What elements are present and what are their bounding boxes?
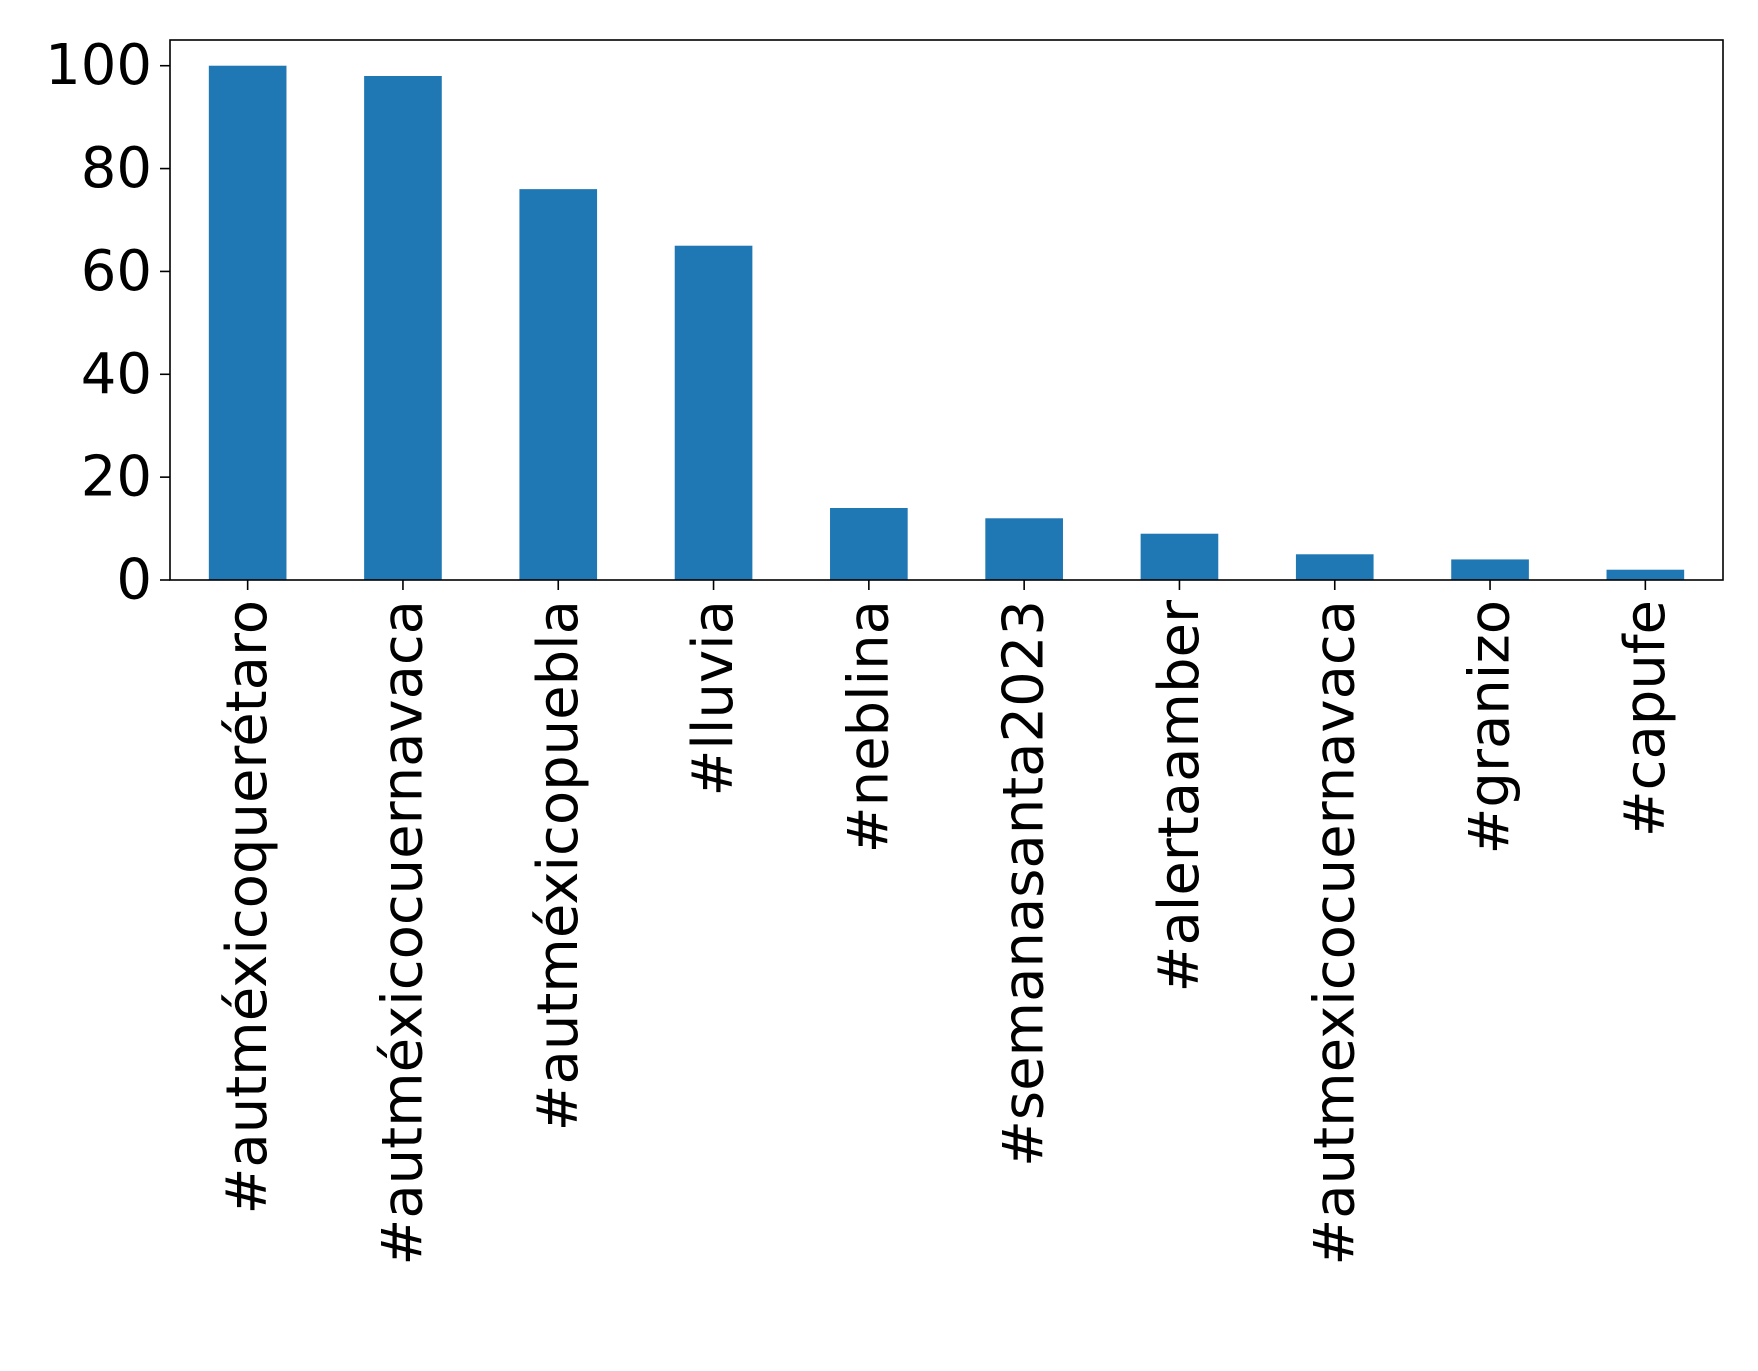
y-tick-label: 60 <box>81 239 152 304</box>
x-tick-label: #autméxicocuernavaca <box>370 600 435 1266</box>
bars-group <box>208 65 1685 580</box>
y-axis-ticks: 0 20 40 60 80 100 <box>45 33 170 613</box>
y-tick-label: 0 <box>116 548 152 613</box>
y-tick-label: 40 <box>81 342 152 407</box>
x-tick-label: #autméxicopuebla <box>526 600 591 1131</box>
y-tick-label: 80 <box>81 136 152 201</box>
bar <box>208 65 287 580</box>
x-tick-label: #alertaamber <box>1147 599 1212 992</box>
x-tick-label: #semanasanta2023 <box>992 600 1057 1167</box>
bar <box>364 76 442 580</box>
bar <box>1606 569 1685 580</box>
bar <box>1451 559 1529 580</box>
bar <box>830 508 908 580</box>
x-tick-label: #capufe <box>1613 600 1678 837</box>
x-tick-label: #granizo <box>1458 600 1523 855</box>
y-tick-label: 100 <box>45 33 152 98</box>
bar <box>1295 554 1374 580</box>
x-axis-ticks: #autméxicoquerétaro #autméxicocuernavaca #… <box>215 580 1678 1266</box>
plot-frame <box>169 39 1724 581</box>
bar <box>1140 533 1219 580</box>
y-tick-label: 20 <box>81 445 152 510</box>
bar <box>985 518 1063 580</box>
x-tick-label: #lluvia <box>681 600 746 797</box>
bar <box>674 245 753 580</box>
bar <box>519 189 598 580</box>
x-tick-label: #neblina <box>836 600 901 853</box>
x-tick-label: #autméxicoquerétaro <box>215 600 280 1215</box>
x-tick-label: #autmexicocuernavaca <box>1302 600 1367 1266</box>
